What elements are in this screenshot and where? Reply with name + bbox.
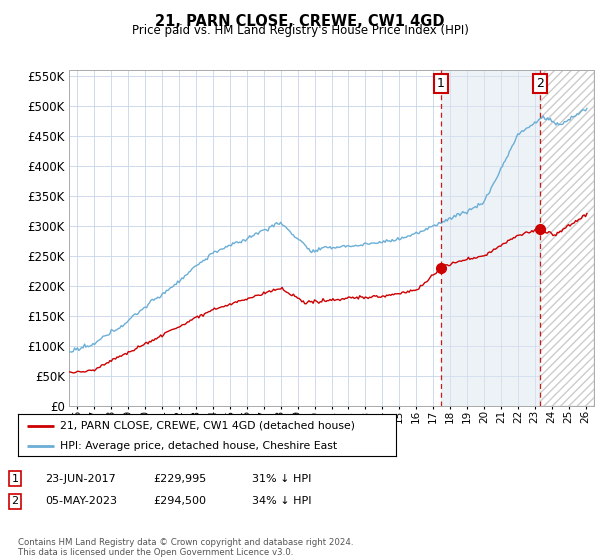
Text: 31% ↓ HPI: 31% ↓ HPI [252, 474, 311, 484]
Bar [541, 70, 594, 406]
Text: 05-MAY-2023: 05-MAY-2023 [45, 496, 117, 506]
Text: Price paid vs. HM Land Registry's House Price Index (HPI): Price paid vs. HM Land Registry's House … [131, 24, 469, 37]
Text: £294,500: £294,500 [153, 496, 206, 506]
Text: HPI: Average price, detached house, Cheshire East: HPI: Average price, detached house, Ches… [59, 441, 337, 451]
Bar [441, 70, 541, 406]
Text: 2: 2 [11, 496, 19, 506]
Text: 21, PARN CLOSE, CREWE, CW1 4GD (detached house): 21, PARN CLOSE, CREWE, CW1 4GD (detached… [59, 421, 355, 431]
Text: £229,995: £229,995 [153, 474, 206, 484]
Text: 34% ↓ HPI: 34% ↓ HPI [252, 496, 311, 506]
Text: 1: 1 [437, 77, 445, 90]
Text: Contains HM Land Registry data © Crown copyright and database right 2024.
This d: Contains HM Land Registry data © Crown c… [18, 538, 353, 557]
Text: 21, PARN CLOSE, CREWE, CW1 4GD: 21, PARN CLOSE, CREWE, CW1 4GD [155, 14, 445, 29]
Text: 2: 2 [536, 77, 544, 90]
Text: 23-JUN-2017: 23-JUN-2017 [45, 474, 116, 484]
Text: 1: 1 [11, 474, 19, 484]
